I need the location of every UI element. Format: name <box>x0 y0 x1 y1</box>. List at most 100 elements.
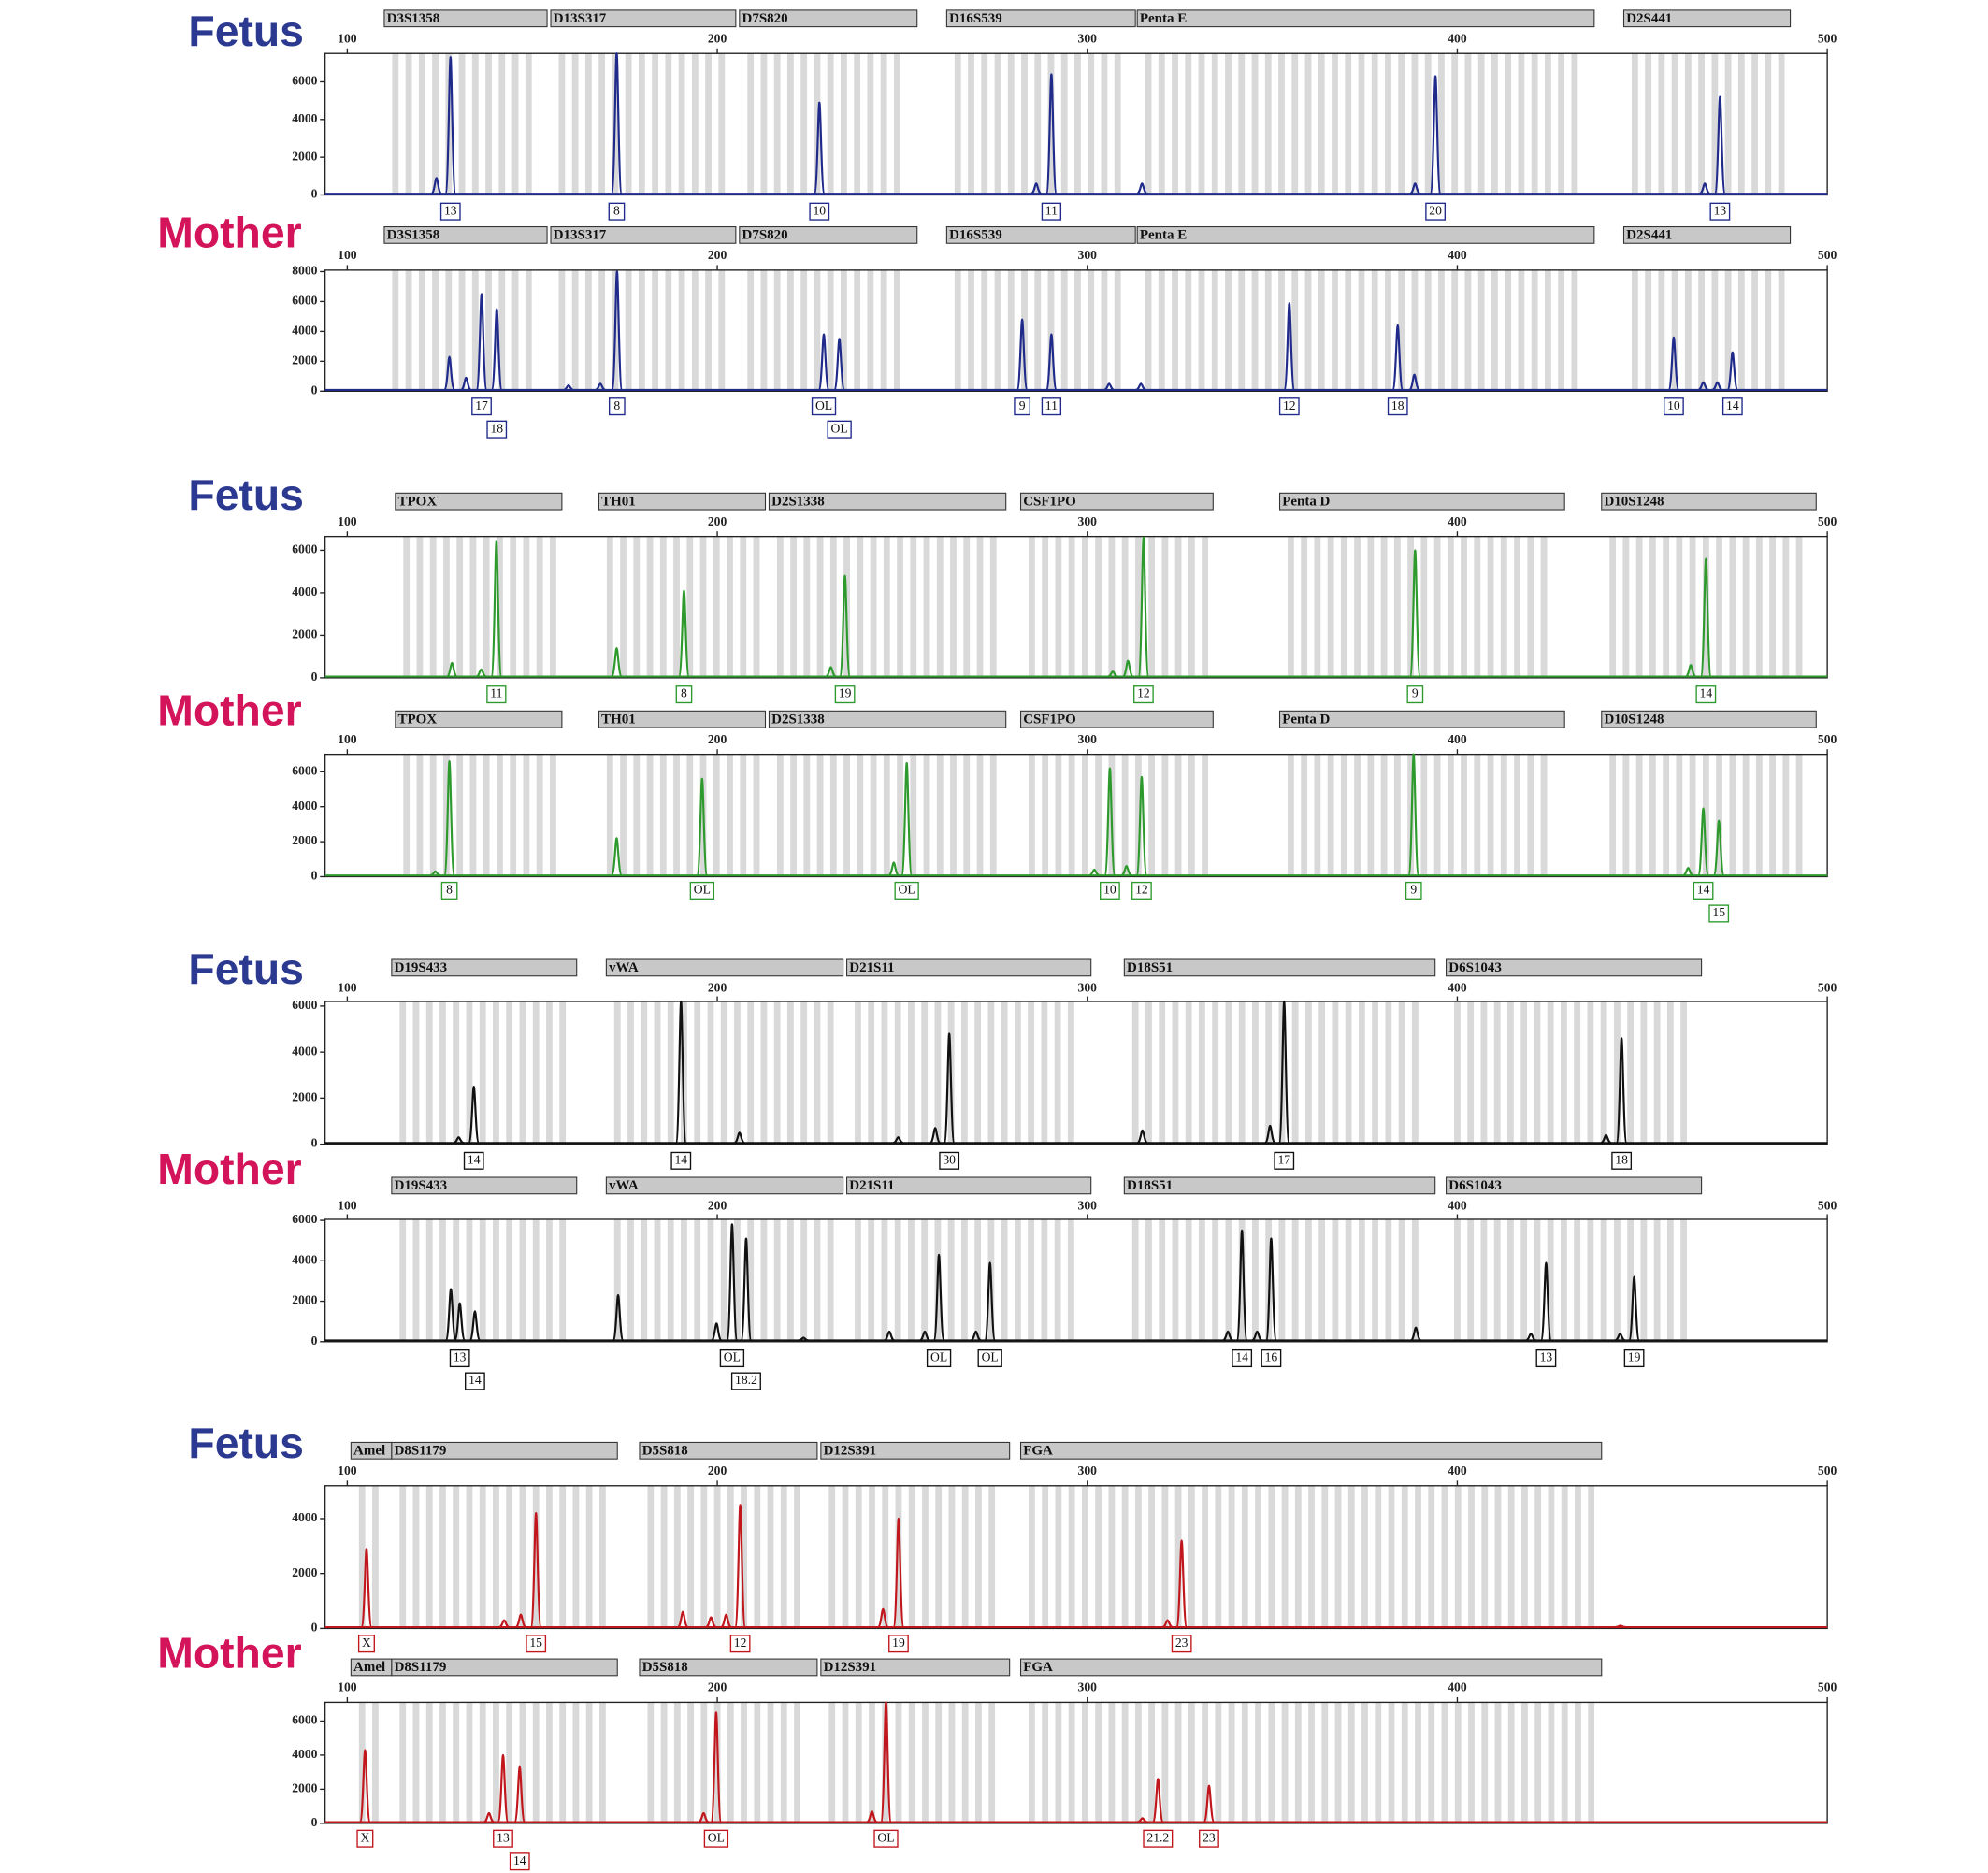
peak <box>734 1504 747 1629</box>
bin <box>523 754 530 877</box>
x-tick-label: 300 <box>1078 514 1098 528</box>
bin <box>1114 53 1121 195</box>
bin <box>1393 754 1401 877</box>
bin <box>1158 269 1165 392</box>
bin <box>1198 53 1205 195</box>
allele-label: 16 <box>1265 1350 1278 1364</box>
bin <box>673 754 680 877</box>
bin <box>372 1702 379 1823</box>
bin <box>1514 536 1520 678</box>
bin <box>894 1001 901 1145</box>
peak <box>1713 95 1726 195</box>
bin <box>1321 1702 1329 1823</box>
allele-box <box>1405 881 1422 900</box>
bin <box>1755 536 1763 678</box>
peak <box>1525 1333 1536 1342</box>
allele-box <box>486 685 507 704</box>
bin <box>1067 1218 1074 1342</box>
bin <box>1600 1218 1607 1342</box>
bin <box>741 1485 747 1629</box>
bin <box>1212 1218 1219 1342</box>
bin <box>1481 1702 1489 1823</box>
peak <box>698 1811 710 1823</box>
allele-box <box>440 881 458 900</box>
bin <box>960 1218 968 1342</box>
bin <box>1548 1485 1555 1629</box>
bin <box>1347 1485 1355 1629</box>
bin <box>1454 1001 1461 1145</box>
bin <box>1185 1001 1192 1145</box>
bin <box>1663 536 1670 678</box>
bin <box>1613 1001 1621 1145</box>
bin <box>392 53 399 195</box>
bin <box>857 754 864 877</box>
y-tick-label: 6000 <box>292 74 317 88</box>
locus-name: D16S539 <box>949 11 1002 26</box>
bin <box>1188 536 1195 678</box>
bin <box>1042 1702 1049 1823</box>
locus-name: D5S818 <box>642 1660 688 1675</box>
bin <box>988 1485 996 1629</box>
bin <box>432 269 439 392</box>
bin <box>1304 1001 1312 1145</box>
peak <box>475 293 488 392</box>
bin <box>790 536 797 678</box>
bin <box>1571 53 1578 195</box>
bin <box>1172 53 1178 195</box>
bin <box>1028 536 1035 678</box>
allele-box <box>1014 397 1030 416</box>
peak <box>1264 1237 1277 1342</box>
locus-bar <box>1622 9 1792 28</box>
bin <box>479 1001 486 1145</box>
bin <box>1428 1702 1435 1823</box>
bin <box>620 536 627 678</box>
bin <box>954 269 961 392</box>
bin <box>760 1218 768 1342</box>
x-tick-label: 500 <box>1818 732 1837 746</box>
bin <box>1588 1702 1595 1823</box>
bin <box>1520 1218 1528 1342</box>
bin <box>780 1702 787 1823</box>
bin <box>1398 53 1405 195</box>
peak <box>984 1261 997 1342</box>
x-tick-label: 100 <box>338 248 357 262</box>
bin <box>1148 536 1156 678</box>
bin <box>923 754 930 877</box>
bin <box>1531 269 1538 392</box>
bin <box>1666 1218 1674 1342</box>
bin <box>425 1485 433 1629</box>
bin <box>854 269 861 392</box>
bin <box>1684 53 1692 195</box>
bin <box>546 1485 553 1629</box>
bin <box>1081 1702 1088 1823</box>
peak <box>677 589 690 678</box>
bin <box>1255 1702 1261 1823</box>
peak <box>563 383 574 392</box>
peak <box>1203 1784 1216 1823</box>
y-tick-label: 2000 <box>292 149 317 163</box>
bin <box>687 1485 694 1629</box>
bin <box>883 754 890 877</box>
peak <box>1712 819 1725 877</box>
allele-box <box>1425 202 1446 221</box>
peak <box>1711 381 1723 392</box>
bin <box>1433 754 1441 877</box>
bin <box>1251 269 1259 392</box>
y-tick-label: 2000 <box>292 1565 317 1579</box>
locus-name: FGA <box>1023 1660 1053 1675</box>
allele-label: 18 <box>1391 398 1405 412</box>
x-tick-label: 400 <box>1448 31 1467 45</box>
bin <box>1028 1485 1035 1629</box>
bin <box>816 536 824 678</box>
bin <box>1521 1702 1528 1823</box>
bin <box>1304 53 1312 195</box>
bin <box>1401 1702 1408 1823</box>
bin <box>867 269 874 392</box>
bin <box>1388 1702 1395 1823</box>
peak <box>468 1085 481 1145</box>
bin <box>1185 1218 1192 1342</box>
bin <box>868 1218 875 1342</box>
locus-name: D18S51 <box>1127 960 1173 975</box>
allele-label: OL <box>815 398 832 412</box>
bin <box>1212 1001 1219 1145</box>
